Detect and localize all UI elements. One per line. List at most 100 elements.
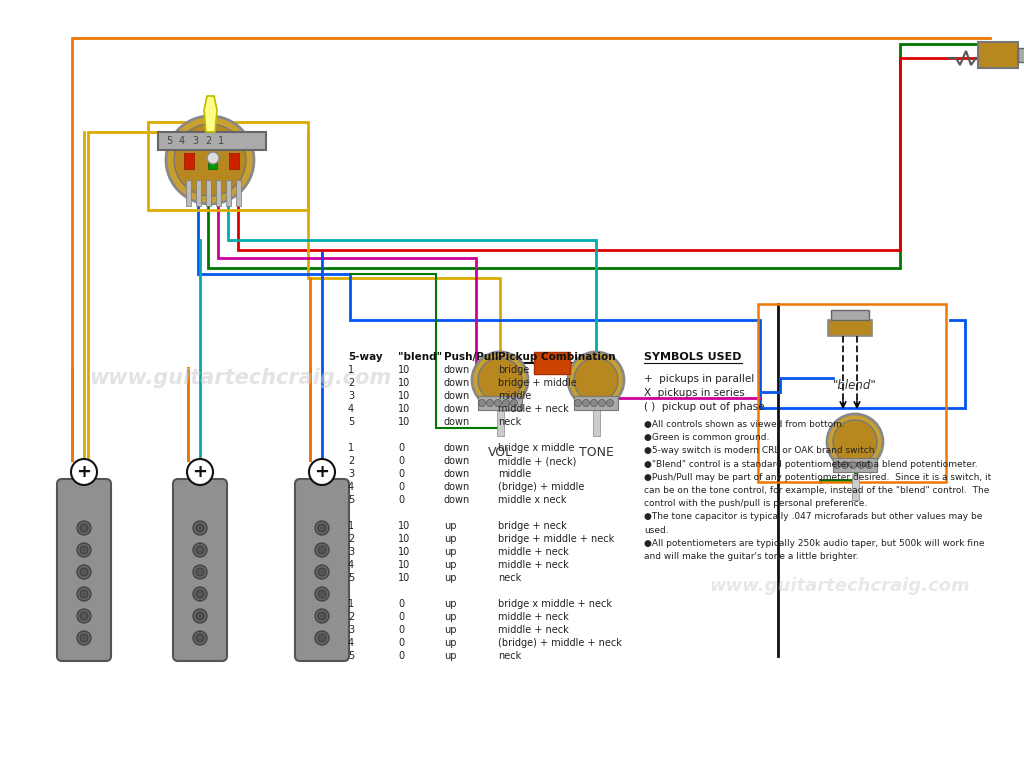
- Text: middle + (neck): middle + (neck): [498, 456, 577, 466]
- Text: up: up: [444, 521, 457, 531]
- Text: SYMBOLS USED: SYMBOLS USED: [644, 352, 741, 362]
- Text: 0: 0: [398, 599, 404, 609]
- Text: 5-way: 5-way: [348, 352, 383, 362]
- Text: can be on the tone control, for example, instead of the "blend" control.  The: can be on the tone control, for example,…: [644, 486, 989, 495]
- Circle shape: [77, 609, 91, 623]
- Text: neck: neck: [498, 573, 521, 583]
- Circle shape: [574, 358, 618, 402]
- Text: TONE: TONE: [579, 446, 613, 459]
- Text: 2: 2: [205, 136, 211, 146]
- Text: +: +: [77, 463, 91, 481]
- Text: 4: 4: [348, 404, 354, 414]
- Text: "blend": "blend": [834, 379, 877, 392]
- Circle shape: [71, 459, 97, 485]
- Circle shape: [472, 352, 528, 408]
- Text: 3: 3: [348, 625, 354, 635]
- Text: up: up: [444, 638, 457, 648]
- Text: up: up: [444, 651, 457, 661]
- Text: bridge + neck: bridge + neck: [498, 521, 566, 531]
- Text: 5: 5: [166, 136, 172, 146]
- Circle shape: [606, 399, 613, 406]
- Text: down: down: [444, 365, 470, 375]
- Bar: [215, 180, 220, 206]
- Circle shape: [193, 609, 207, 623]
- Bar: [229, 153, 239, 169]
- Text: 5: 5: [348, 417, 354, 427]
- Circle shape: [318, 612, 326, 620]
- Text: up: up: [444, 547, 457, 557]
- Text: www.guitartechcraig.com: www.guitartechcraig.com: [710, 577, 971, 595]
- Text: middle: middle: [498, 469, 531, 479]
- Circle shape: [598, 399, 605, 406]
- Text: ●All controls shown as viewed from bottom.: ●All controls shown as viewed from botto…: [644, 420, 845, 429]
- Circle shape: [318, 524, 326, 532]
- Text: 4: 4: [348, 638, 354, 648]
- Text: down: down: [444, 417, 470, 427]
- Circle shape: [574, 399, 582, 406]
- Text: middle + neck: middle + neck: [498, 612, 568, 622]
- Circle shape: [318, 568, 326, 576]
- FancyBboxPatch shape: [57, 479, 111, 661]
- Text: 2: 2: [348, 456, 354, 466]
- Circle shape: [193, 521, 207, 535]
- Bar: [833, 458, 877, 472]
- Bar: [208, 153, 217, 169]
- Text: bridge: bridge: [498, 365, 529, 375]
- Text: bridge + middle + neck: bridge + middle + neck: [498, 534, 614, 544]
- Text: up: up: [444, 599, 457, 609]
- Text: (bridge) + middle + neck: (bridge) + middle + neck: [498, 638, 622, 648]
- Text: down: down: [444, 482, 470, 492]
- Text: down: down: [444, 469, 470, 479]
- Text: 10: 10: [398, 378, 411, 388]
- Circle shape: [478, 399, 485, 406]
- Circle shape: [196, 524, 204, 532]
- Circle shape: [834, 462, 841, 468]
- Circle shape: [196, 612, 204, 620]
- Circle shape: [80, 546, 88, 554]
- Circle shape: [591, 399, 597, 406]
- Bar: [574, 396, 618, 410]
- Text: +: +: [314, 463, 330, 481]
- Circle shape: [80, 634, 88, 642]
- Circle shape: [503, 399, 510, 406]
- Circle shape: [77, 521, 91, 535]
- Text: middle + neck: middle + neck: [498, 404, 568, 414]
- Circle shape: [315, 543, 329, 557]
- Text: 0: 0: [398, 482, 404, 492]
- Bar: [758, 304, 946, 482]
- Text: bridge x middle: bridge x middle: [498, 443, 574, 453]
- Circle shape: [77, 587, 91, 601]
- Circle shape: [315, 587, 329, 601]
- Text: 0: 0: [398, 443, 404, 453]
- Circle shape: [842, 462, 849, 468]
- Circle shape: [486, 399, 494, 406]
- Text: 5: 5: [348, 495, 354, 505]
- Text: down: down: [444, 391, 470, 401]
- Circle shape: [196, 590, 204, 598]
- Bar: [497, 410, 504, 436]
- Bar: [593, 410, 600, 436]
- Text: down: down: [444, 495, 470, 505]
- Circle shape: [318, 590, 326, 598]
- Text: ●"Blend" control is a standard potentiometer, not a blend potentiometer.: ●"Blend" control is a standard potentiom…: [644, 459, 978, 468]
- Circle shape: [318, 634, 326, 642]
- Text: 1: 1: [348, 365, 354, 375]
- Bar: [196, 180, 201, 206]
- Text: 3: 3: [348, 391, 354, 401]
- FancyBboxPatch shape: [173, 479, 227, 661]
- Text: 2: 2: [348, 378, 354, 388]
- Bar: [225, 180, 230, 206]
- Text: up: up: [444, 625, 457, 635]
- Text: (bridge) + middle: (bridge) + middle: [498, 482, 585, 492]
- Circle shape: [77, 565, 91, 579]
- Bar: [1018, 48, 1024, 62]
- Text: down: down: [444, 378, 470, 388]
- Text: 4: 4: [348, 482, 354, 492]
- Circle shape: [309, 459, 335, 485]
- Text: neck: neck: [498, 651, 521, 661]
- Text: 0: 0: [398, 495, 404, 505]
- Text: neck: neck: [498, 417, 521, 427]
- Circle shape: [196, 634, 204, 642]
- Text: +  pickups in parallel: + pickups in parallel: [644, 374, 755, 384]
- Text: 0: 0: [398, 469, 404, 479]
